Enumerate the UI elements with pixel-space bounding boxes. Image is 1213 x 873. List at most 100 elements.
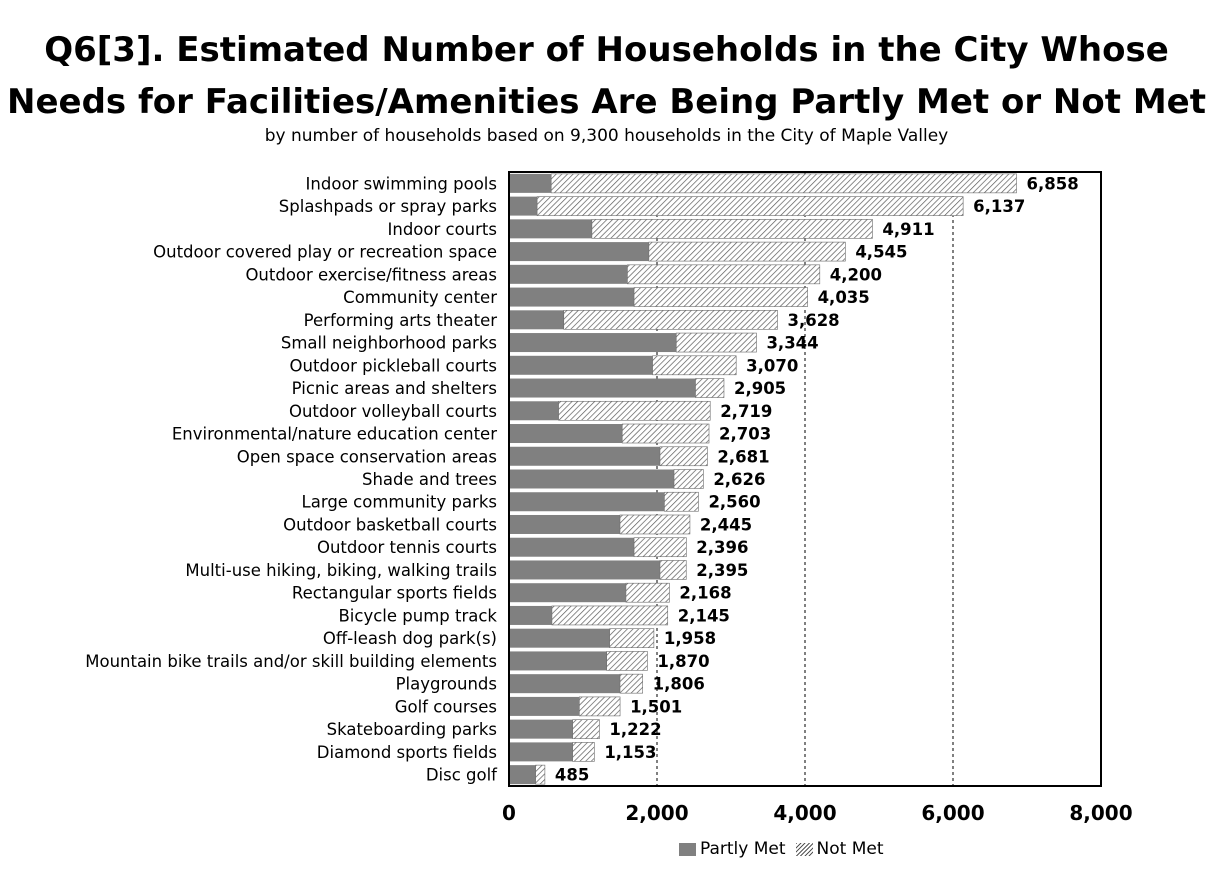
category-label: Shade and trees <box>362 470 497 489</box>
data-label: 4,911 <box>882 220 934 239</box>
bar-not-met <box>648 241 846 262</box>
data-label: 2,626 <box>713 470 765 489</box>
bar-not-met <box>633 287 808 307</box>
legend-partly-met-swatch <box>679 842 696 856</box>
category-label: Bicycle pump track <box>338 606 497 625</box>
bar-not-met <box>633 537 687 558</box>
data-label: 4,545 <box>855 243 907 262</box>
bar-not-met <box>625 582 670 603</box>
data-label: 1,501 <box>630 697 682 716</box>
data-label: 2,560 <box>708 493 760 512</box>
chart-title-line-1: Q6[3]. Estimated Number of Households in… <box>44 30 1169 70</box>
data-label: 2,905 <box>734 379 786 398</box>
data-label: 4,200 <box>830 265 882 284</box>
data-label: 2,168 <box>679 584 731 603</box>
bar-not-met <box>673 469 704 489</box>
bar-partly-met <box>509 264 628 284</box>
bar-not-met <box>659 446 708 467</box>
bar-partly-met <box>509 537 635 557</box>
x-tick-label: 4,000 <box>773 801 836 825</box>
category-label: Off-leash dog park(s) <box>323 629 497 648</box>
bar-not-met <box>572 742 595 762</box>
category-label: Playgrounds <box>396 675 497 694</box>
legend-partly-met-label: Partly Met <box>700 839 786 859</box>
bar-not-met <box>535 764 546 785</box>
bar-not-met <box>695 378 725 398</box>
bar-not-met <box>619 514 691 535</box>
data-label: 6,858 <box>1026 174 1078 193</box>
bar-not-met <box>563 310 778 330</box>
data-label: 1,222 <box>609 720 661 739</box>
bar-partly-met <box>509 219 592 239</box>
bar-partly-met <box>509 492 665 512</box>
data-label: 6,137 <box>973 197 1025 216</box>
category-label: Multi-use hiking, biking, walking trails <box>185 561 497 580</box>
category-label: Small neighborhood parks <box>281 334 497 353</box>
data-label: 1,958 <box>664 629 716 648</box>
data-label: 2,145 <box>678 606 730 625</box>
category-label: Outdoor pickleball courts <box>290 356 498 375</box>
bar-partly-met <box>509 765 536 785</box>
x-tick-label: 8,000 <box>1069 801 1132 825</box>
category-label: Community center <box>343 288 497 307</box>
data-label: 2,703 <box>719 425 771 444</box>
x-tick-label: 6,000 <box>921 801 984 825</box>
x-tick-label: 0 <box>502 801 516 825</box>
bar-partly-met <box>509 287 635 307</box>
bar-not-met <box>621 423 710 444</box>
labels: 0 2,000 4,000 6,000 8,000 Indoor swimming poo… <box>85 174 1132 825</box>
bar-not-met <box>652 355 737 376</box>
data-label: 1,870 <box>657 652 709 671</box>
legend: Partly Met Not Met <box>679 838 884 860</box>
category-label: Outdoor basketball courts <box>283 515 497 534</box>
category-label: Mountain bike trails and/or skill buildi… <box>85 652 497 671</box>
bar-partly-met <box>509 628 610 648</box>
bar-not-met <box>659 560 687 580</box>
data-label: 2,395 <box>696 561 748 580</box>
category-label: Outdoor tennis courts <box>317 538 497 557</box>
category-label: Large community parks <box>302 493 497 512</box>
bar-not-met <box>558 400 711 421</box>
data-label: 1,806 <box>653 675 705 694</box>
bar-not-met <box>609 628 655 648</box>
category-label: Environmental/nature education center <box>172 425 497 444</box>
chart-subtitle: by number of households based on 9,300 h… <box>264 126 949 146</box>
bar-not-met <box>619 673 643 694</box>
bar-partly-met <box>509 333 677 353</box>
bar-partly-met <box>509 583 626 603</box>
bar-partly-met <box>509 446 660 466</box>
bar-partly-met <box>509 651 607 671</box>
bar-not-met <box>664 491 699 512</box>
data-label: 2,681 <box>717 447 769 466</box>
data-label: 2,719 <box>720 402 772 421</box>
bar-partly-met <box>509 310 564 330</box>
bar-not-met <box>627 264 821 285</box>
bar-partly-met <box>509 560 660 580</box>
legend-not-met-label: Not Met <box>816 839 884 859</box>
data-label: 3,628 <box>787 311 839 330</box>
chart-title-line-2: Needs for Facilities/Amenities Are Being… <box>7 82 1206 122</box>
bar-partly-met <box>509 605 552 625</box>
bar-partly-met <box>509 242 649 262</box>
data-label: 2,396 <box>696 538 748 557</box>
category-label: Picnic areas and shelters <box>292 379 497 398</box>
category-label: Performing arts theater <box>304 311 498 330</box>
category-label: Outdoor covered play or recreation space <box>153 243 497 262</box>
data-label: 2,445 <box>700 515 752 534</box>
x-tick-label: 2,000 <box>625 801 688 825</box>
category-label: Disc golf <box>426 766 498 785</box>
bar-partly-met <box>509 719 573 739</box>
data-label: 3,070 <box>746 356 798 375</box>
bars <box>509 173 1017 785</box>
legend-not-met-swatch <box>795 842 813 856</box>
category-label: Rectangular sports fields <box>292 584 497 603</box>
bar-not-met <box>675 332 757 353</box>
data-label: 1,153 <box>604 743 656 762</box>
bar-not-met <box>536 196 964 216</box>
category-label: Open space conservation areas <box>237 447 497 466</box>
category-label: Splashpads or spray parks <box>279 197 497 216</box>
bar-partly-met <box>509 401 559 421</box>
category-label: Outdoor exercise/fitness areas <box>245 265 497 284</box>
category-label: Skateboarding parks <box>327 720 497 739</box>
